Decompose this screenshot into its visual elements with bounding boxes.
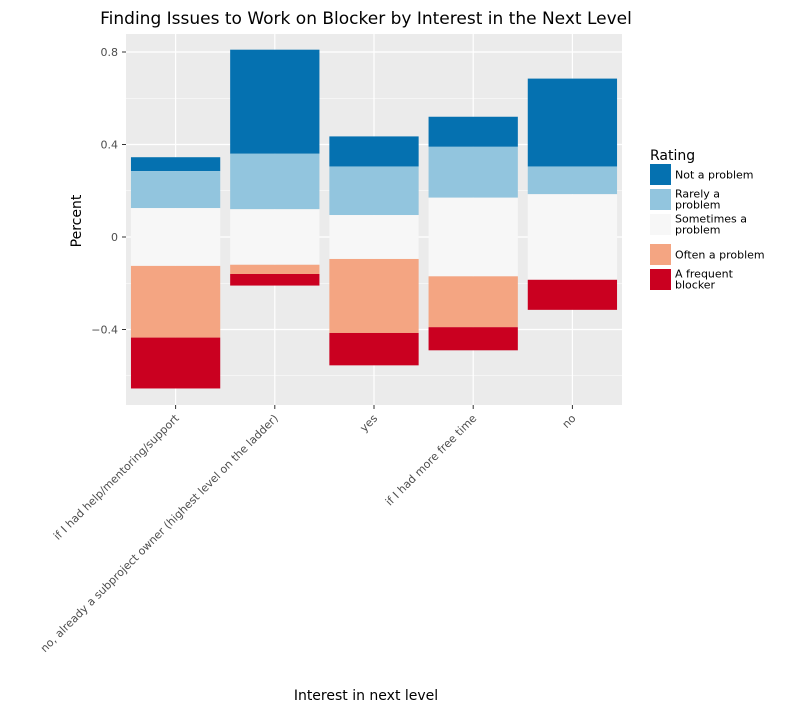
legend-label: problem <box>675 199 721 212</box>
bar-segment <box>230 209 320 265</box>
legend-swatch <box>650 164 671 185</box>
bar-segment <box>329 136 419 167</box>
x-tick-label: if I had more free time <box>383 412 480 509</box>
bar-segment <box>428 197 518 277</box>
bar-segment <box>130 157 221 172</box>
legend-swatch <box>650 244 671 265</box>
x-tick-label: no <box>560 412 579 431</box>
bars <box>130 49 618 389</box>
y-axis: 0.8 0.4 0 −0.4 <box>91 46 126 337</box>
bar-segment <box>230 49 320 154</box>
legend-label: Rarely a <box>675 188 720 201</box>
y-axis-title: Percent <box>69 194 85 247</box>
x-tick-label: yes <box>357 412 380 435</box>
bar-segment <box>329 332 419 366</box>
bar-segment <box>130 171 221 209</box>
bar-segment <box>329 215 419 259</box>
bar-segment <box>428 116 518 147</box>
bar-segment <box>329 166 419 216</box>
bar-segment <box>130 337 221 389</box>
legend-label: blocker <box>675 279 716 292</box>
y-tick-label: 0 <box>111 231 118 244</box>
bar-segment <box>527 78 618 167</box>
bar-segment <box>230 274 320 286</box>
bar-segment <box>428 327 518 351</box>
y-tick-label: 0.4 <box>101 139 119 152</box>
bar-segment <box>130 265 221 338</box>
bar-segment <box>130 208 221 266</box>
bar-segment <box>527 166 618 195</box>
legend-title: Rating <box>650 148 695 164</box>
legend-swatch <box>650 214 671 235</box>
legend-label: A frequent <box>675 268 734 281</box>
chart-title: Finding Issues to Work on Blocker by Int… <box>100 9 632 29</box>
legend-item: Often a problem <box>650 244 765 265</box>
y-tick-label: −0.4 <box>91 324 118 337</box>
legend-label: Often a problem <box>675 249 765 262</box>
legend-item: Not a problem <box>650 164 754 185</box>
legend-swatch <box>650 189 671 210</box>
bar-segment <box>527 279 618 310</box>
bar-segment <box>428 146 518 198</box>
legend-label: Sometimes a <box>675 213 747 226</box>
legend-swatch <box>650 269 671 290</box>
x-tick-label: no, already a subproject owner (highest … <box>38 412 281 655</box>
bar-segment <box>329 258 419 333</box>
legend-label: problem <box>675 224 721 237</box>
bar-segment <box>428 276 518 328</box>
bar-segment <box>230 264 320 274</box>
bar-segment <box>230 153 320 210</box>
x-axis-title: Interest in next level <box>294 688 438 704</box>
bar-segment <box>527 194 618 280</box>
y-tick-label: 0.8 <box>101 46 119 59</box>
legend-label: Not a problem <box>675 169 754 182</box>
